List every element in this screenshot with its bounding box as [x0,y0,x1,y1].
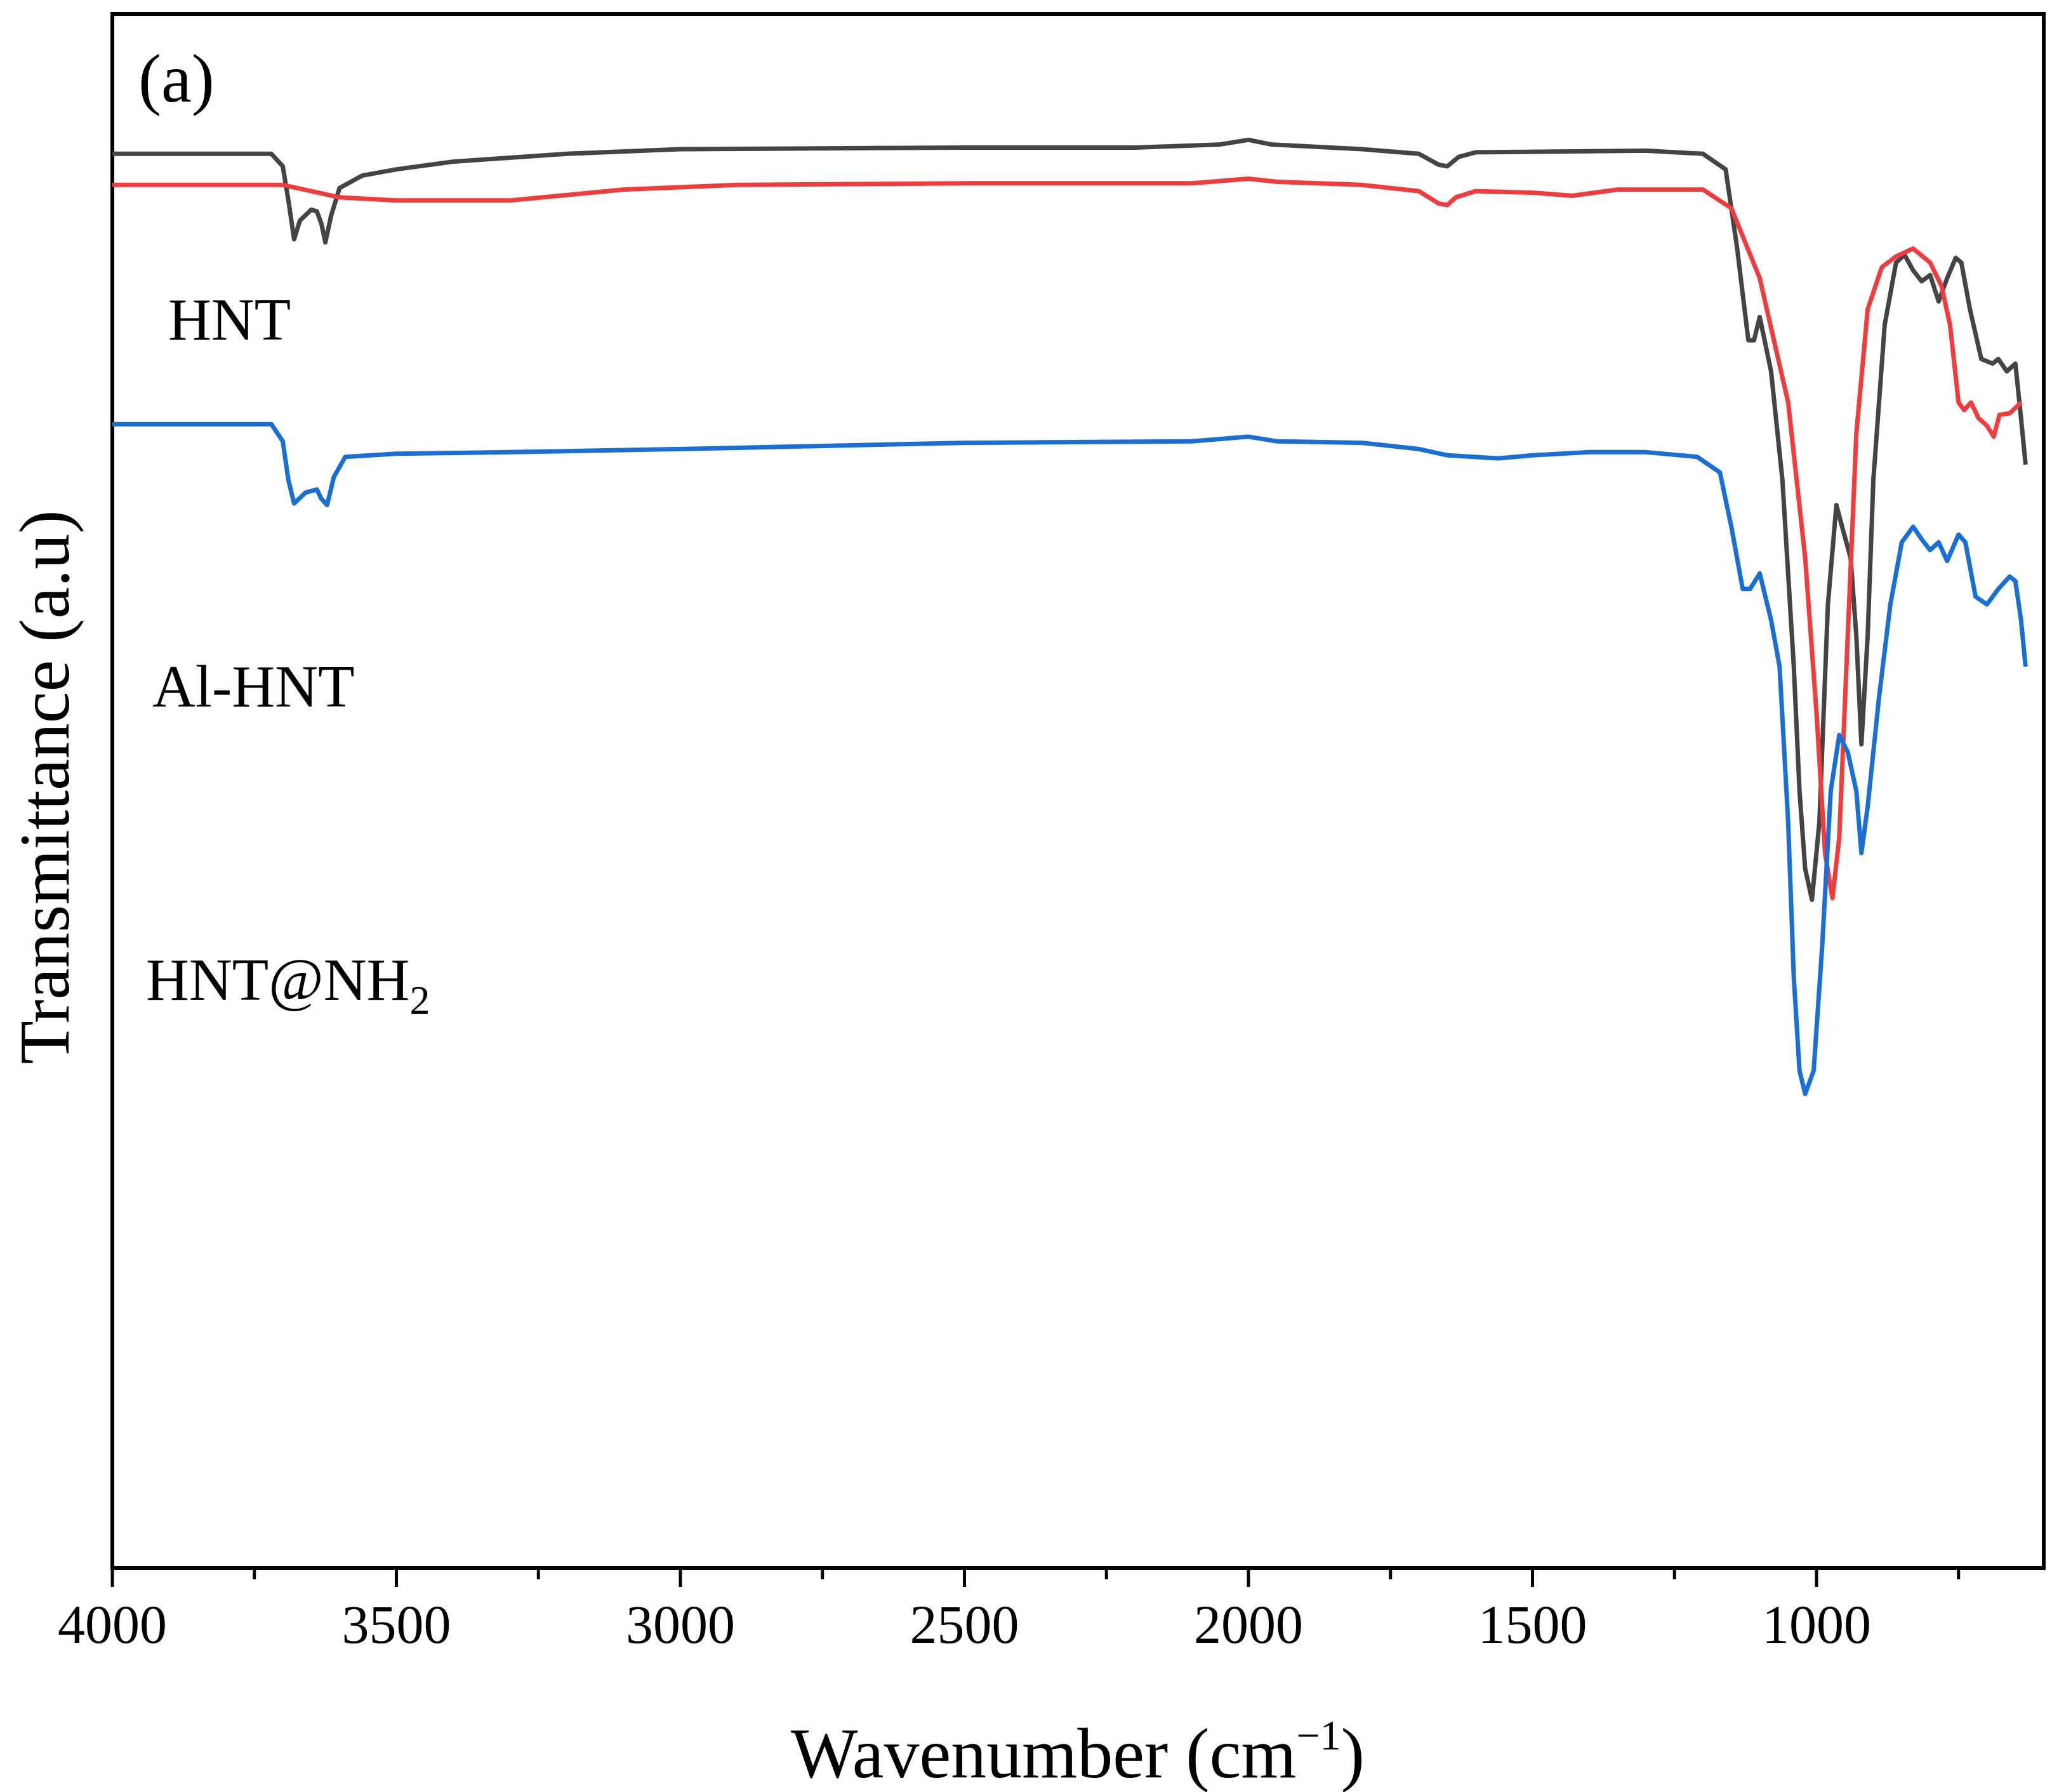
series-lines [112,137,2028,1096]
x-axis-tick-labels: 4000 3500 3000 2500 2000 1500 1000 [58,1594,1871,1655]
series-label-hnt-nh2: HNT@NH2 [146,947,430,1023]
panel-label: (a) [138,41,215,117]
plot-frame [110,12,2046,1570]
y-axis-title: Transmittance (a.u) [6,510,84,1065]
x-tick-label: 2500 [910,1594,1019,1655]
x-tick-label: 4000 [58,1594,167,1655]
x-axis-title-main: Wavenumber (cm [791,1715,1296,1792]
x-axis-ticks [110,1568,1961,1587]
x-tick-label: 1500 [1478,1594,1587,1655]
x-tick-label: 2000 [1194,1594,1303,1655]
series-line-hnt-nh2 [112,421,2028,1096]
series-line-al-hnt [112,176,2023,901]
x-tick-label: 1000 [1762,1594,1871,1655]
x-axis-title-close: ) [1341,1715,1365,1792]
x-tick-label: 3500 [342,1594,451,1655]
x-axis-title: Wavenumber (cm−1) [791,1713,1365,1792]
x-axis-title-sup: −1 [1296,1713,1340,1759]
series-label-hnt: HNT [168,287,291,353]
series-label-al-hnt: Al-HNT [152,654,355,720]
x-tick-label: 3000 [626,1594,735,1655]
series-line-hnt [112,137,2028,902]
series-labels: HNT Al-HNT HNT@NH2 [146,287,430,1023]
